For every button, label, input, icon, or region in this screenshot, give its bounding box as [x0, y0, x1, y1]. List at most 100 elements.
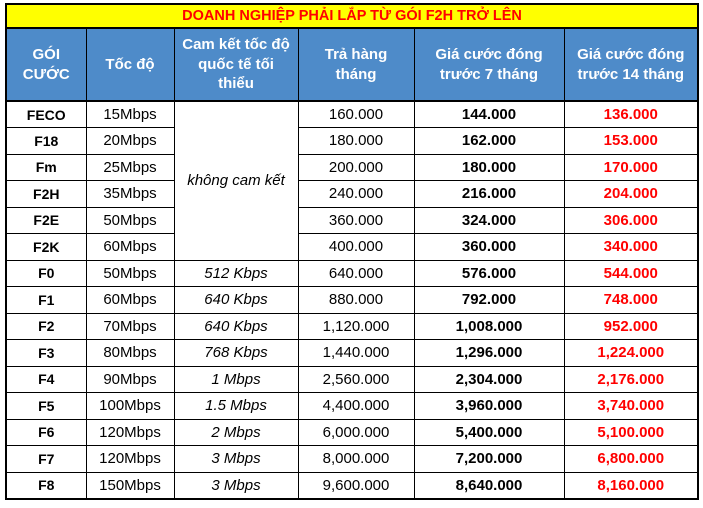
table-row: F4 90Mbps 1 Mbps 2,560.000 2,304.000 2,176.00…	[5, 365, 699, 393]
plan-cell: F4	[5, 365, 87, 393]
prepay14-price-cell: 6,800.000	[563, 445, 699, 473]
commitment-cell: 3 Mbps	[173, 445, 299, 473]
monthly-price-cell: 1,120.000	[297, 312, 415, 340]
table-row: FECO 15Mbps không cam kết 160.000 144.000 136…	[5, 100, 699, 261]
monthly-price-cell: 180.000	[297, 127, 415, 155]
plan-cell: Fm	[5, 153, 87, 181]
table-row: F2 70Mbps 640 Kbps 1,120.000 1,008.000 952.00…	[5, 312, 699, 340]
prepay14-price-cell: 170.000	[563, 153, 699, 181]
speed-cell: 20Mbps	[85, 127, 175, 155]
prepay14-price-cell: 8,160.000	[563, 471, 699, 499]
prepay7-price-cell: 576.000	[413, 259, 565, 287]
speed-cell: 25Mbps	[85, 153, 175, 181]
prepay7-price-cell: 792.000	[413, 286, 565, 314]
speed-cell: 150Mbps	[85, 471, 175, 499]
table-head: DOANH NGHIỆP PHẢI LẮP TỪ GÓI F2H TRỞ LÊN…	[4, 3, 700, 102]
prepay7-price-cell: 1,008.000	[413, 312, 565, 340]
prepay7-price-cell: 144.000	[413, 100, 565, 128]
commitment-cell: 512 Kbps	[173, 259, 299, 287]
pricing-table: DOANH NGHIỆP PHẢI LẮP TỪ GÓI F2H TRỞ LÊN…	[4, 3, 700, 500]
table-row: F3 80Mbps 768 Kbps 1,440.000 1,296.000 1,224.…	[5, 339, 699, 367]
speed-cell: 70Mbps	[85, 312, 175, 340]
prepay7-price-cell: 2,304.000	[413, 365, 565, 393]
plan-cell: F8	[5, 471, 87, 499]
plan-cell: F0	[5, 259, 87, 287]
table-row: F8 150Mbps 3 Mbps 9,600.000 8,640.000 8,160.0…	[5, 471, 699, 499]
table-row: F2E 50Mbps 360.000 324.000 306.000	[5, 206, 699, 234]
table-row: F18 20Mbps 180.000 162.000 153.000	[5, 127, 699, 155]
table-row: Fm 25Mbps 200.000 180.000 170.000	[5, 153, 699, 181]
monthly-price-cell: 200.000	[297, 153, 415, 181]
plan-cell: F18	[5, 127, 87, 155]
header-row: GÓI CƯỚC Tốc độ Cam kết tốc độ quốc tế tối…	[5, 27, 699, 102]
commitment-cell: 640 Kbps	[173, 286, 299, 314]
table-row: F5 100Mbps 1.5 Mbps 4,400.000 3,960.000 3,740…	[5, 392, 699, 420]
speed-cell: 80Mbps	[85, 339, 175, 367]
table-row: F1 60Mbps 640 Kbps 880.000 792.000 748.000	[5, 286, 699, 314]
prepay14-price-cell: 153.000	[563, 127, 699, 155]
monthly-price-cell: 400.000	[297, 233, 415, 261]
header-cell-plan: GÓI CƯỚC	[5, 27, 87, 102]
table-row: F0 50Mbps 512 Kbps 640.000 576.000 544.000	[5, 259, 699, 287]
prepay14-price-cell: 5,100.000	[563, 418, 699, 446]
plan-cell: F3	[5, 339, 87, 367]
prepay14-price-cell: 1,224.000	[563, 339, 699, 367]
table-row: F6 120Mbps 2 Mbps 6,000.000 5,400.000 5,100.0…	[5, 418, 699, 446]
monthly-price-cell: 8,000.000	[297, 445, 415, 473]
plan-cell: F2	[5, 312, 87, 340]
speed-cell: 60Mbps	[85, 286, 175, 314]
speed-cell: 90Mbps	[85, 365, 175, 393]
commitment-cell: 768 Kbps	[173, 339, 299, 367]
speed-cell: 100Mbps	[85, 392, 175, 420]
monthly-price-cell: 1,440.000	[297, 339, 415, 367]
commitment-cell: 1 Mbps	[173, 365, 299, 393]
header-cell-prepay7: Giá cước đóng trước 7 tháng	[413, 27, 565, 102]
monthly-price-cell: 6,000.000	[297, 418, 415, 446]
plan-cell: F1	[5, 286, 87, 314]
prepay7-price-cell: 324.000	[413, 206, 565, 234]
table-row: F2K 60Mbps 400.000 360.000 340.000	[5, 233, 699, 261]
plan-cell: F7	[5, 445, 87, 473]
plan-cell: FECO	[5, 100, 87, 128]
header-cell-commitment: Cam kết tốc độ quốc tế tối thiểu	[173, 27, 299, 102]
table-row: F2H 35Mbps 240.000 216.000 204.000	[5, 180, 699, 208]
commitment-cell: 640 Kbps	[173, 312, 299, 340]
commitment-cell: 2 Mbps	[173, 418, 299, 446]
speed-cell: 60Mbps	[85, 233, 175, 261]
commitment-cell: 1.5 Mbps	[173, 392, 299, 420]
speed-cell: 50Mbps	[85, 259, 175, 287]
commitment-merged-cell: không cam kết	[173, 100, 299, 261]
header-cell-monthly: Trả hàng tháng	[297, 27, 415, 102]
monthly-price-cell: 880.000	[297, 286, 415, 314]
prepay7-price-cell: 5,400.000	[413, 418, 565, 446]
monthly-price-cell: 4,400.000	[297, 392, 415, 420]
header-cell-speed: Tốc độ	[85, 27, 175, 102]
monthly-price-cell: 640.000	[297, 259, 415, 287]
plan-cell: F6	[5, 418, 87, 446]
prepay7-price-cell: 8,640.000	[413, 471, 565, 499]
prepay7-price-cell: 360.000	[413, 233, 565, 261]
monthly-price-cell: 360.000	[297, 206, 415, 234]
plan-cell: F2K	[5, 233, 87, 261]
monthly-price-cell: 240.000	[297, 180, 415, 208]
prepay7-price-cell: 216.000	[413, 180, 565, 208]
speed-cell: 15Mbps	[85, 100, 175, 128]
speed-cell: 35Mbps	[85, 180, 175, 208]
prepay7-price-cell: 3,960.000	[413, 392, 565, 420]
monthly-price-cell: 9,600.000	[297, 471, 415, 499]
table-body: FECO 15Mbps không cam kết 160.000 144.000 136…	[5, 100, 699, 499]
speed-cell: 50Mbps	[85, 206, 175, 234]
prepay14-price-cell: 306.000	[563, 206, 699, 234]
table-row: F7 120Mbps 3 Mbps 8,000.000 7,200.000 6,800.0…	[5, 445, 699, 473]
prepay14-price-cell: 2,176.000	[563, 365, 699, 393]
table-title: DOANH NGHIỆP PHẢI LẮP TỪ GÓI F2H TRỞ LÊN	[4, 3, 700, 29]
prepay7-price-cell: 7,200.000	[413, 445, 565, 473]
prepay14-price-cell: 3,740.000	[563, 392, 699, 420]
plan-cell: F5	[5, 392, 87, 420]
plan-cell: F2H	[5, 180, 87, 208]
prepay7-price-cell: 162.000	[413, 127, 565, 155]
plan-cell: F2E	[5, 206, 87, 234]
commitment-cell: 3 Mbps	[173, 471, 299, 499]
prepay14-price-cell: 544.000	[563, 259, 699, 287]
title-row: DOANH NGHIỆP PHẢI LẮP TỪ GÓI F2H TRỞ LÊN	[4, 3, 700, 29]
